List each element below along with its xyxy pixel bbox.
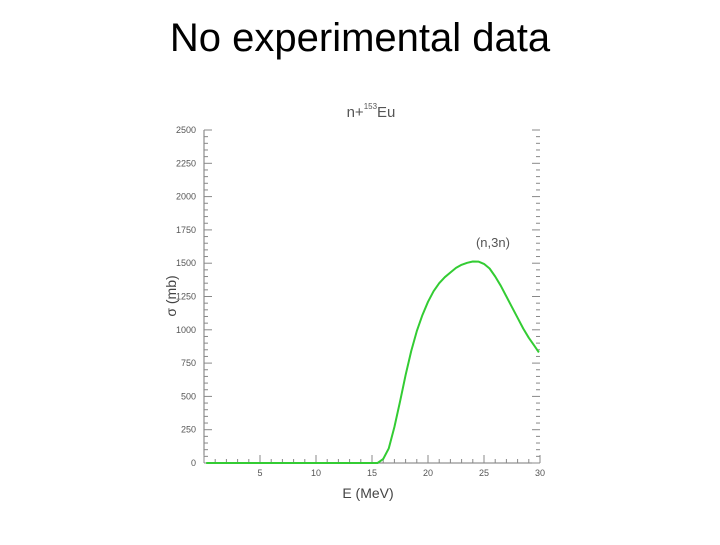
x-tick-label: 30 [535,468,545,478]
data-series [206,260,540,464]
x-tick-label: 25 [479,468,489,478]
chart-title: n+153Eu [347,102,396,121]
y-tick-label: 750 [181,358,196,368]
y-tick-label: 2000 [176,192,196,202]
x-axis-label: E (MeV) [342,485,393,501]
x-tick-label: 15 [367,468,377,478]
axes [203,130,540,464]
y-tick-label: 1750 [176,225,196,235]
y-tick-label: 0 [191,458,196,468]
tick-labels: 0 250 500 750 1000 1250 1500 1750 2000 2250 2500 5 1… [176,125,545,478]
y-tick-label: 250 [181,425,196,435]
tick-marks [203,129,541,464]
y-tick-label: 500 [181,391,196,401]
reaction-label: (n,3n) [476,235,510,250]
y-tick-label: 1500 [176,258,196,268]
series-line-0 [206,260,540,464]
y-tick-label: 1250 [176,292,196,302]
y-tick-label: 2250 [176,158,196,168]
y-tick-label: 2500 [176,125,196,135]
y-tick-label: 1000 [176,325,196,335]
y-axis-label: σ (mb) [163,275,179,316]
slide-title: No experimental data [169,16,551,60]
x-tick-label: 20 [423,468,433,478]
x-tick-label: 5 [257,468,262,478]
annotations: (n,3n) [476,235,510,250]
x-tick-label: 10 [311,468,321,478]
